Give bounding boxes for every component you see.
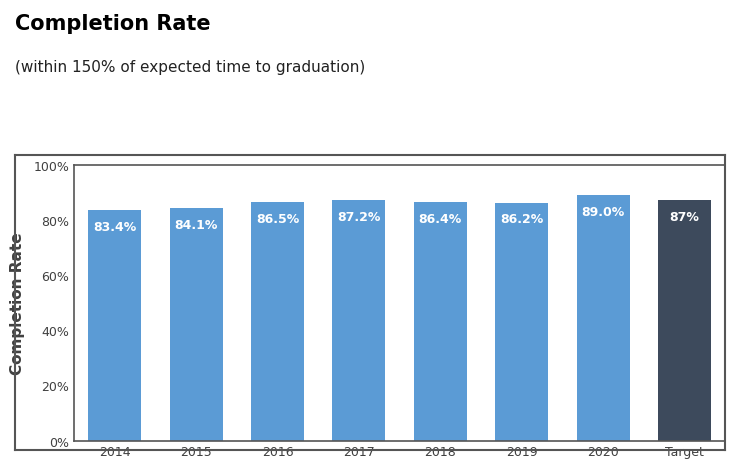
Text: 87.2%: 87.2% [337,210,380,223]
Bar [251,202,304,441]
Text: Completion Rate: Completion Rate [15,14,210,34]
Text: 86.5%: 86.5% [256,212,299,225]
Text: 87%: 87% [670,211,699,224]
Bar [414,203,467,441]
Bar [88,211,141,441]
Bar [576,196,630,441]
Text: 86.4%: 86.4% [419,213,462,225]
Text: 86.2%: 86.2% [500,213,543,226]
Text: 89.0%: 89.0% [582,205,625,218]
Y-axis label: Completion Rate: Completion Rate [10,232,25,374]
Bar [495,203,548,441]
Text: 84.1%: 84.1% [175,218,218,232]
Text: (within 150% of expected time to graduation): (within 150% of expected time to graduat… [15,60,365,75]
Text: 83.4%: 83.4% [93,221,136,234]
Bar [169,209,223,441]
Bar [332,201,386,441]
Bar [658,201,711,441]
